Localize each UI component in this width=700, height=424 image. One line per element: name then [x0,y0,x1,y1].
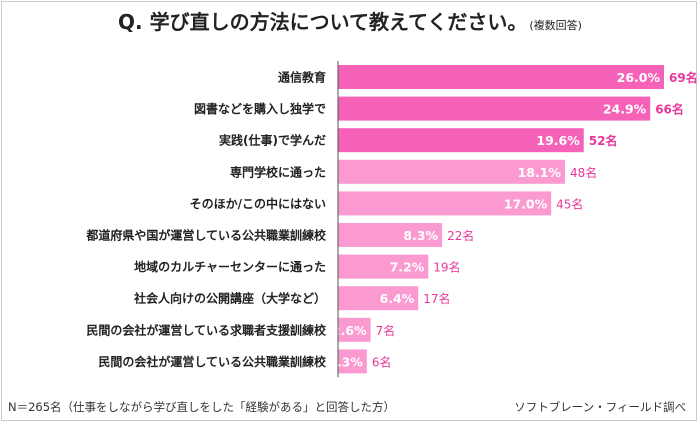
bar-1 [338,65,664,89]
category-label: 民間の会社が運営している求職者支援訓練校 [86,322,327,337]
value-label: 8.3% [403,228,438,243]
bar-7 [338,254,429,279]
category-label: 実践(仕事)で学んだ [219,133,326,148]
value-label: 17.0% [504,196,548,211]
bar-9 [338,317,371,342]
count-label: 48名 [570,165,597,180]
value-label: 6.4% [380,291,415,306]
count-label: 7名 [376,323,396,338]
count-label: 45名 [556,196,583,211]
value-label: 24.9% [603,102,647,117]
count-label: 66名 [655,102,684,117]
bar-5 [338,191,552,216]
count-label: 19名 [433,260,460,275]
category-label: 通信教育 [278,70,326,85]
category-label: 専門学校に通った [230,164,326,179]
value-label: 7.2% [390,260,425,275]
value-label: 2.6% [332,323,367,338]
chart-title-block: Q. 学び直しの方法について教えてください。 (複数回答) [0,6,700,35]
bar-4 [338,159,565,184]
category-label: 都道府県や国が運営している公共職業訓練校 [85,228,327,243]
bar-2 [338,96,651,121]
count-label: 6名 [372,354,392,369]
category-label: 地域のカルチャーセンターに通った [134,259,326,274]
sample-size-note: N＝265名（仕事をしながら学び直しをした「経験がある」と回答した方） [8,400,396,414]
count-label: 17名 [423,291,450,306]
category-label: 民間の会社が運営している公共職業訓練校 [98,354,327,369]
category-label: 社会人向けの公開講座（大学など） [133,291,326,306]
count-label: 22名 [447,228,474,243]
value-label: 2.3% [328,354,363,369]
bar-8 [338,286,419,311]
chart-title: Q. 学び直しの方法について教えてください。 [118,10,528,34]
value-label: 19.6% [536,133,580,148]
bar-6 [338,223,443,247]
chart-subtitle: (複数回答) [529,19,582,32]
count-label: 52名 [589,133,618,148]
count-label: 69名 [669,70,698,85]
value-label: 18.1% [518,165,562,180]
category-label: そのほか/この中にはない [190,196,326,211]
bar-10 [338,349,367,374]
source-credit: ソフトブレーン・フィールド調べ [514,400,686,414]
bar-3 [338,128,584,153]
value-label: 26.0% [617,70,661,85]
category-label: 図書などを購入し独学で [194,101,326,116]
